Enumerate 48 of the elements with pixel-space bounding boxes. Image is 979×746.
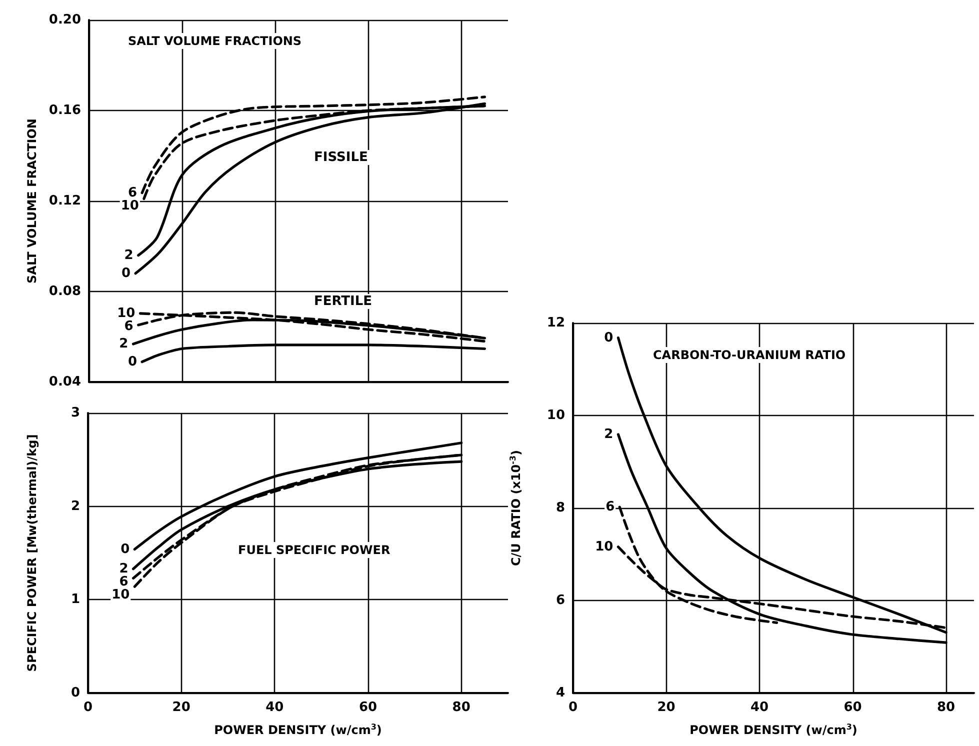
series-label: 2: [119, 336, 128, 352]
y-tick-label: 0.04: [48, 374, 81, 390]
x-tick-label: 60: [358, 700, 378, 715]
series-label: 10: [117, 306, 136, 321]
y-tick-label: 0.12: [48, 194, 81, 208]
series-label: 0: [604, 330, 614, 346]
y-tick-label: 2: [70, 498, 80, 514]
y-tick-label: 6: [556, 593, 565, 608]
series-label: 0: [122, 266, 131, 281]
y-axis-title: C/U RATIO (x10-3): [508, 450, 523, 566]
x-tick-label: 0: [568, 700, 578, 715]
x-tick-label: 80: [452, 700, 470, 715]
x-tick-label: 60: [844, 700, 862, 715]
series-label: 10: [595, 539, 614, 554]
x-tick-label: 0: [83, 700, 93, 715]
text: FUEL SPECIFIC POWER: [238, 543, 390, 557]
series-label: 2: [124, 248, 134, 263]
x-tick-label: 20: [657, 700, 676, 715]
x-tick-label: 40: [750, 700, 769, 715]
y-tick-label: 0.08: [48, 284, 81, 299]
series-label: 0: [128, 354, 138, 370]
y-tick-label: 8: [556, 500, 565, 516]
y-axis-title: SALT VOLUME FRACTION: [25, 118, 40, 284]
y-tick-label: 3: [70, 406, 80, 420]
series-label: 10: [120, 198, 139, 214]
series-label: 0: [120, 542, 130, 557]
y-tick-label: 0.16: [48, 103, 81, 118]
x-tick-label: 20: [172, 700, 190, 715]
y-tick-label: 12: [546, 316, 565, 330]
annotation: FISSILE: [314, 150, 368, 165]
x-tick-label: 40: [266, 700, 284, 715]
series-label: 6: [124, 318, 134, 334]
series-label: 6: [119, 574, 128, 590]
y-axis-title: SPECIFIC POWER [Mw(thermal)/kg]: [25, 434, 39, 672]
text: CARBON-TO-URANIUM RATIO: [653, 348, 846, 362]
y-tick-label: 0: [70, 686, 80, 700]
y-tick-label: 0.20: [48, 12, 81, 28]
series-label: 10: [112, 587, 130, 602]
series-label: 6: [606, 500, 615, 515]
text: SALT VOLUME FRACTIONS: [128, 34, 302, 48]
annotation: FERTILE: [314, 294, 372, 309]
series-label: 6: [128, 185, 138, 200]
series-label: 2: [604, 426, 614, 442]
y-tick-label: 1: [70, 592, 80, 608]
x-tick-label: 80: [936, 700, 956, 715]
y-tick-label: 10: [546, 408, 565, 423]
y-tick-label: 4: [556, 686, 565, 700]
series-label: 2: [119, 561, 128, 576]
